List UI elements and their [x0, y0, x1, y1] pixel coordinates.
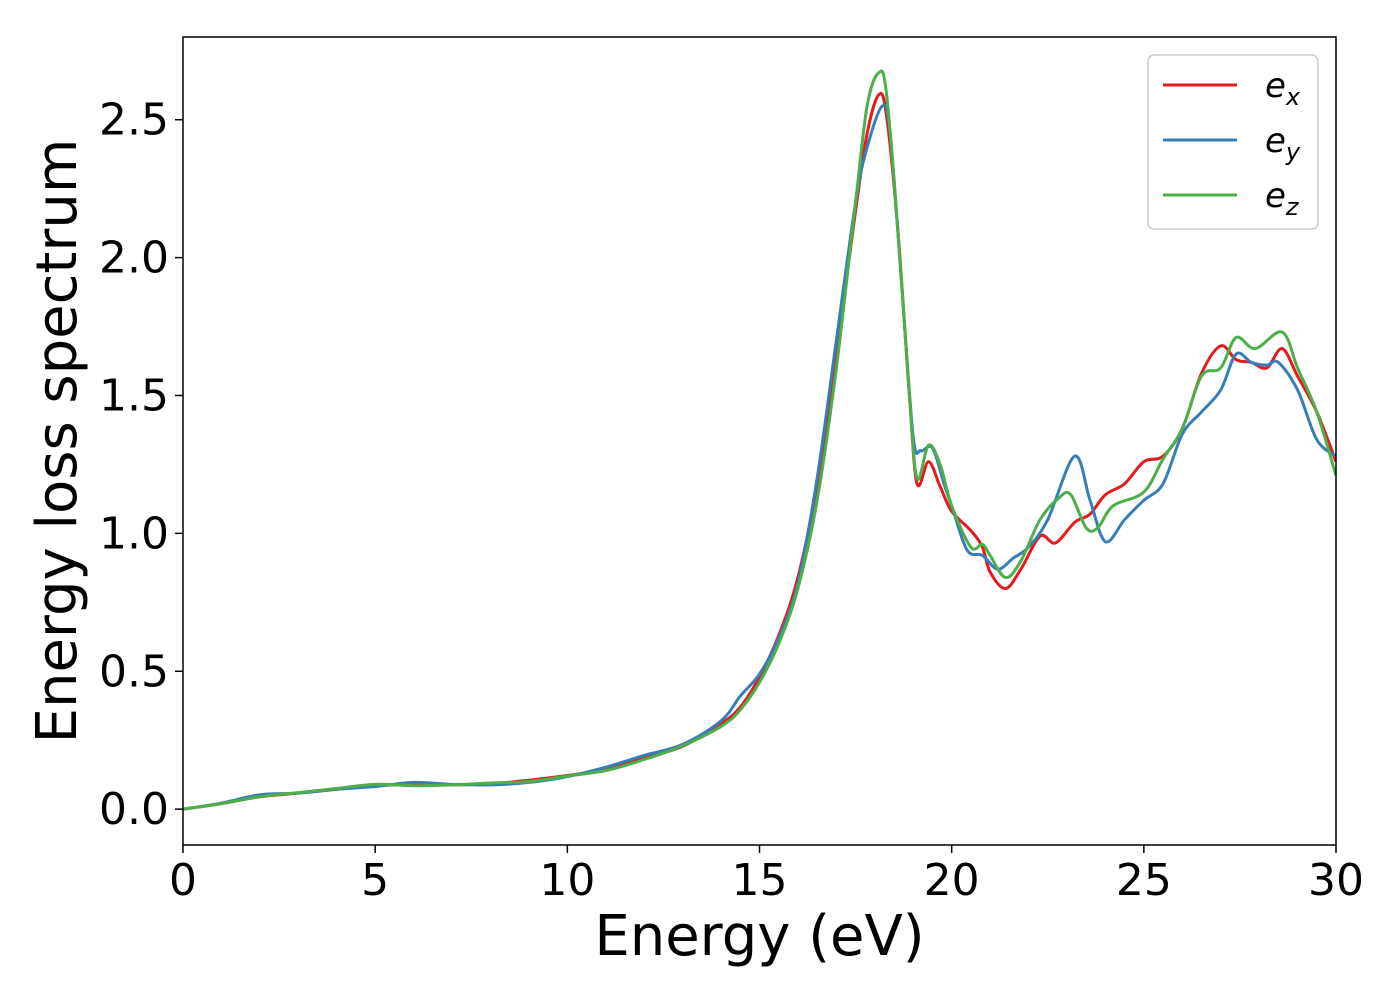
legend-label-e-x: ex	[1265, 66, 1301, 111]
y-tick-label: 2.5	[99, 95, 169, 146]
x-tick-label: 0	[169, 855, 197, 906]
x-axis-label: Energy (eV)	[594, 904, 924, 969]
x-tick-label: 15	[732, 855, 788, 906]
x-axis-ticks: 0 5 10 15 20 25 30	[169, 845, 1364, 906]
legend-label-e-y: ey	[1265, 121, 1301, 166]
y-tick-label: 1.5	[99, 370, 169, 421]
x-tick-label: 5	[361, 855, 389, 906]
y-tick-label: 0.5	[99, 646, 169, 697]
x-tick-label: 10	[539, 855, 595, 906]
y-axis-label: Energy loss spectrum	[25, 139, 90, 744]
legend: ex ey ez	[1147, 54, 1319, 230]
y-tick-label: 2.0	[99, 233, 169, 284]
y-tick-label: 0.0	[99, 784, 169, 835]
series-line-e-z	[183, 69, 1336, 811]
x-tick-label: 20	[924, 855, 980, 906]
y-axis-ticks: 0.0 0.5 1.0 1.5 2.0 2.5	[99, 95, 183, 835]
x-tick-label: 30	[1308, 855, 1364, 906]
legend-label-e-z: ez	[1265, 176, 1300, 221]
legend-items: ex ey ez	[1163, 66, 1301, 221]
legend-box	[1147, 54, 1319, 230]
series-layer	[183, 69, 1336, 811]
y-tick-label: 1.0	[99, 508, 169, 559]
x-tick-label: 25	[1116, 855, 1172, 906]
